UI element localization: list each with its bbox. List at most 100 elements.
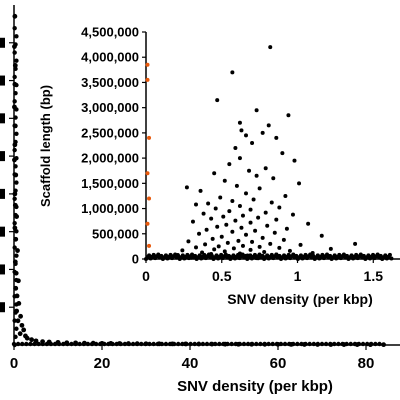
inset-baseline-point — [260, 253, 265, 258]
main-baseline-point — [200, 341, 206, 347]
main-axis-cluster-point — [13, 212, 18, 218]
inset-data-point — [227, 254, 232, 259]
inset-data-point — [328, 246, 333, 251]
main-baseline-point — [98, 341, 103, 347]
main-baseline-point — [89, 341, 95, 347]
inset-x-tick-label: 0.5 — [212, 268, 232, 284]
inset-data-point — [280, 151, 285, 156]
main-y-tick-label-fragment — [0, 151, 5, 162]
main-axis-cluster-point — [13, 285, 18, 291]
main-baseline-point — [274, 341, 280, 347]
main-baseline-point — [208, 341, 214, 347]
inset-data-point — [272, 230, 277, 235]
inset-data-point — [250, 140, 255, 145]
main-baseline-point — [229, 341, 234, 347]
main-axis-cluster-point — [14, 229, 19, 234]
main-axis-cluster-point — [12, 123, 17, 128]
main-axis-cluster-point — [13, 188, 18, 193]
inset-baseline-point — [387, 252, 392, 257]
main-y-tick-label-fragment — [0, 75, 5, 86]
inset-data-point — [206, 201, 211, 206]
main-baseline-point — [270, 341, 275, 347]
inset-data-point — [268, 241, 273, 246]
inset-data-point — [378, 255, 383, 260]
main-x-axis-label: SNV density (per kbp) — [177, 378, 333, 395]
inset-data-point — [224, 222, 229, 227]
main-baseline-point — [15, 341, 21, 347]
main-baseline-point — [85, 341, 91, 347]
inset-data-point — [189, 255, 194, 260]
main-baseline-point — [225, 341, 230, 347]
inset-data-point — [274, 135, 279, 140]
main-axis-cluster-point — [12, 318, 17, 323]
inset-data-point — [306, 221, 311, 226]
inset-y-tick-label: 3,000,000 — [81, 100, 139, 115]
inset-data-point — [186, 239, 191, 244]
main-axis-cluster-point — [12, 342, 17, 348]
main-data-point — [15, 318, 21, 324]
main-baseline-point — [221, 341, 226, 347]
inset-y-tick-label: 2,000,000 — [81, 151, 139, 166]
main-data-point — [12, 13, 18, 19]
inset-baseline-point — [337, 252, 342, 257]
main-baseline-point — [233, 341, 238, 347]
inset-data-point — [216, 244, 221, 249]
main-baseline-point — [65, 341, 70, 347]
inset-baseline-point — [286, 252, 291, 257]
main-baseline-point — [32, 341, 37, 347]
inset-baseline-point — [231, 253, 236, 258]
inset-x-axis-label: SNV density (per kbp) — [227, 291, 372, 307]
inset-baseline-point — [159, 253, 164, 258]
main-baseline-point — [352, 341, 358, 347]
inset-data-point — [281, 237, 286, 242]
inset-data-point — [248, 247, 253, 252]
inset-data-point — [256, 256, 261, 261]
inset-data-point — [353, 241, 358, 246]
inset-x-tick-label: 0 — [142, 268, 150, 284]
main-baseline-point — [61, 341, 66, 347]
inset-baseline-point — [185, 252, 190, 257]
inset-data-point — [231, 246, 236, 251]
inset-data-point — [221, 214, 226, 219]
main-axis-cluster-point — [14, 34, 19, 39]
inset-data-point — [257, 186, 262, 191]
main-baseline-point — [241, 341, 247, 347]
main-baseline-point — [167, 341, 173, 347]
inset-data-point — [200, 250, 205, 255]
main-x-tick-label: 0 — [10, 355, 18, 372]
main-baseline-point — [364, 341, 370, 347]
main-baseline-point — [245, 341, 251, 347]
inset-data-point — [263, 166, 268, 171]
main-axis-cluster-point — [12, 196, 17, 201]
inset-data-point — [247, 168, 252, 173]
inset-y-tick-label: 3,500,000 — [81, 75, 139, 90]
main-axis-cluster-point — [14, 253, 19, 258]
inset-data-point — [266, 123, 271, 128]
main-baseline-point — [147, 341, 152, 347]
inset-data-point — [210, 236, 215, 241]
inset-data-point — [215, 224, 220, 229]
main-x-ticks: 0 20 40 60 80 — [10, 345, 374, 372]
main-axis-cluster-point — [12, 220, 17, 226]
inset-plot: 0 500,000 1,000,000 1,500,000 2,000,000 2,500… — [38, 22, 400, 307]
main-axis-cluster-point — [14, 131, 19, 137]
main-baseline-point — [110, 341, 115, 347]
main-baseline-point — [151, 341, 156, 347]
main-baseline-point — [303, 341, 308, 347]
main-baseline-point — [360, 341, 366, 347]
inset-baseline-point — [298, 253, 303, 258]
main-data-points — [11, 13, 386, 348]
inset-data-point — [254, 173, 259, 178]
inset-data-point — [237, 251, 242, 256]
inset-data-point — [277, 205, 282, 210]
inset-data-point — [274, 252, 279, 257]
inset-baseline-point — [371, 252, 376, 257]
main-baseline-point — [319, 341, 325, 347]
inset-baseline-point — [163, 253, 168, 258]
inset-baseline-point — [366, 253, 371, 258]
main-baseline-point — [258, 341, 263, 347]
inset-baseline-point — [291, 252, 296, 257]
main-axis-cluster-point — [12, 26, 17, 31]
inset-highlight-point — [147, 135, 152, 140]
main-data-point — [21, 327, 27, 333]
